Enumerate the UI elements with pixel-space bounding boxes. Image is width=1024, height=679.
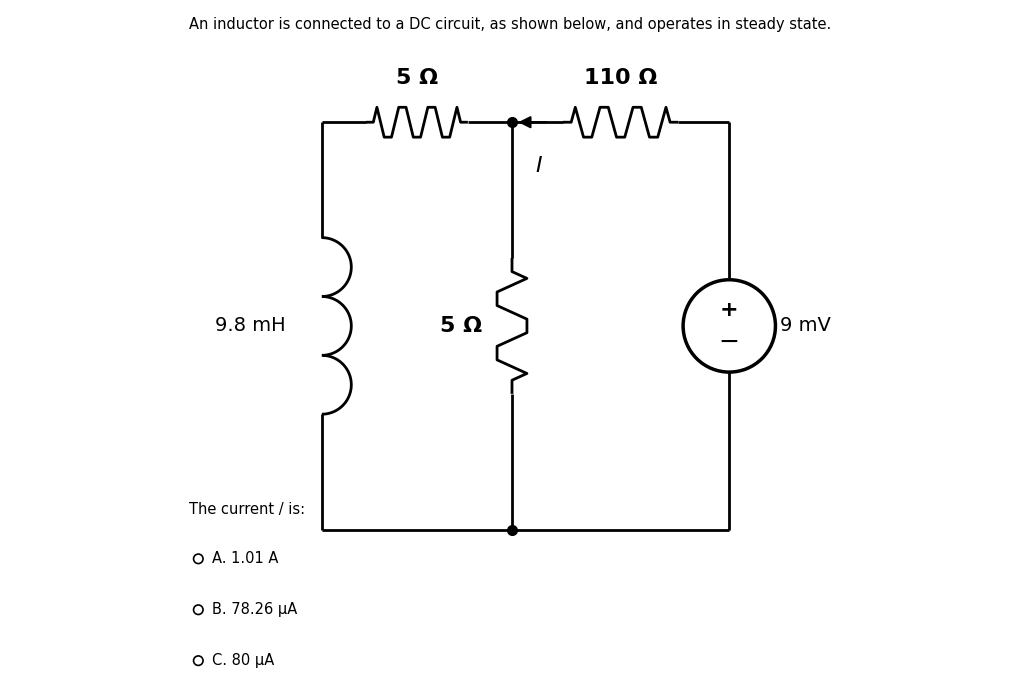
Text: 9 mV: 9 mV — [780, 316, 831, 335]
Text: 5 Ω: 5 Ω — [440, 316, 482, 336]
Text: An inductor is connected to a DC circuit, as shown below, and operates in steady: An inductor is connected to a DC circuit… — [189, 17, 831, 32]
Text: $I$: $I$ — [536, 155, 543, 177]
Text: 9.8 mH: 9.8 mH — [215, 316, 286, 335]
Text: A. 1.01 A: A. 1.01 A — [212, 551, 279, 566]
Text: +: + — [720, 299, 738, 320]
Text: 5 Ω: 5 Ω — [396, 68, 438, 88]
Text: −: − — [719, 330, 739, 354]
Text: B. 78.26 μA: B. 78.26 μA — [212, 602, 297, 617]
Text: The current / is:: The current / is: — [189, 502, 305, 517]
Text: C. 80 μA: C. 80 μA — [212, 653, 274, 668]
Text: 110 Ω: 110 Ω — [584, 68, 657, 88]
